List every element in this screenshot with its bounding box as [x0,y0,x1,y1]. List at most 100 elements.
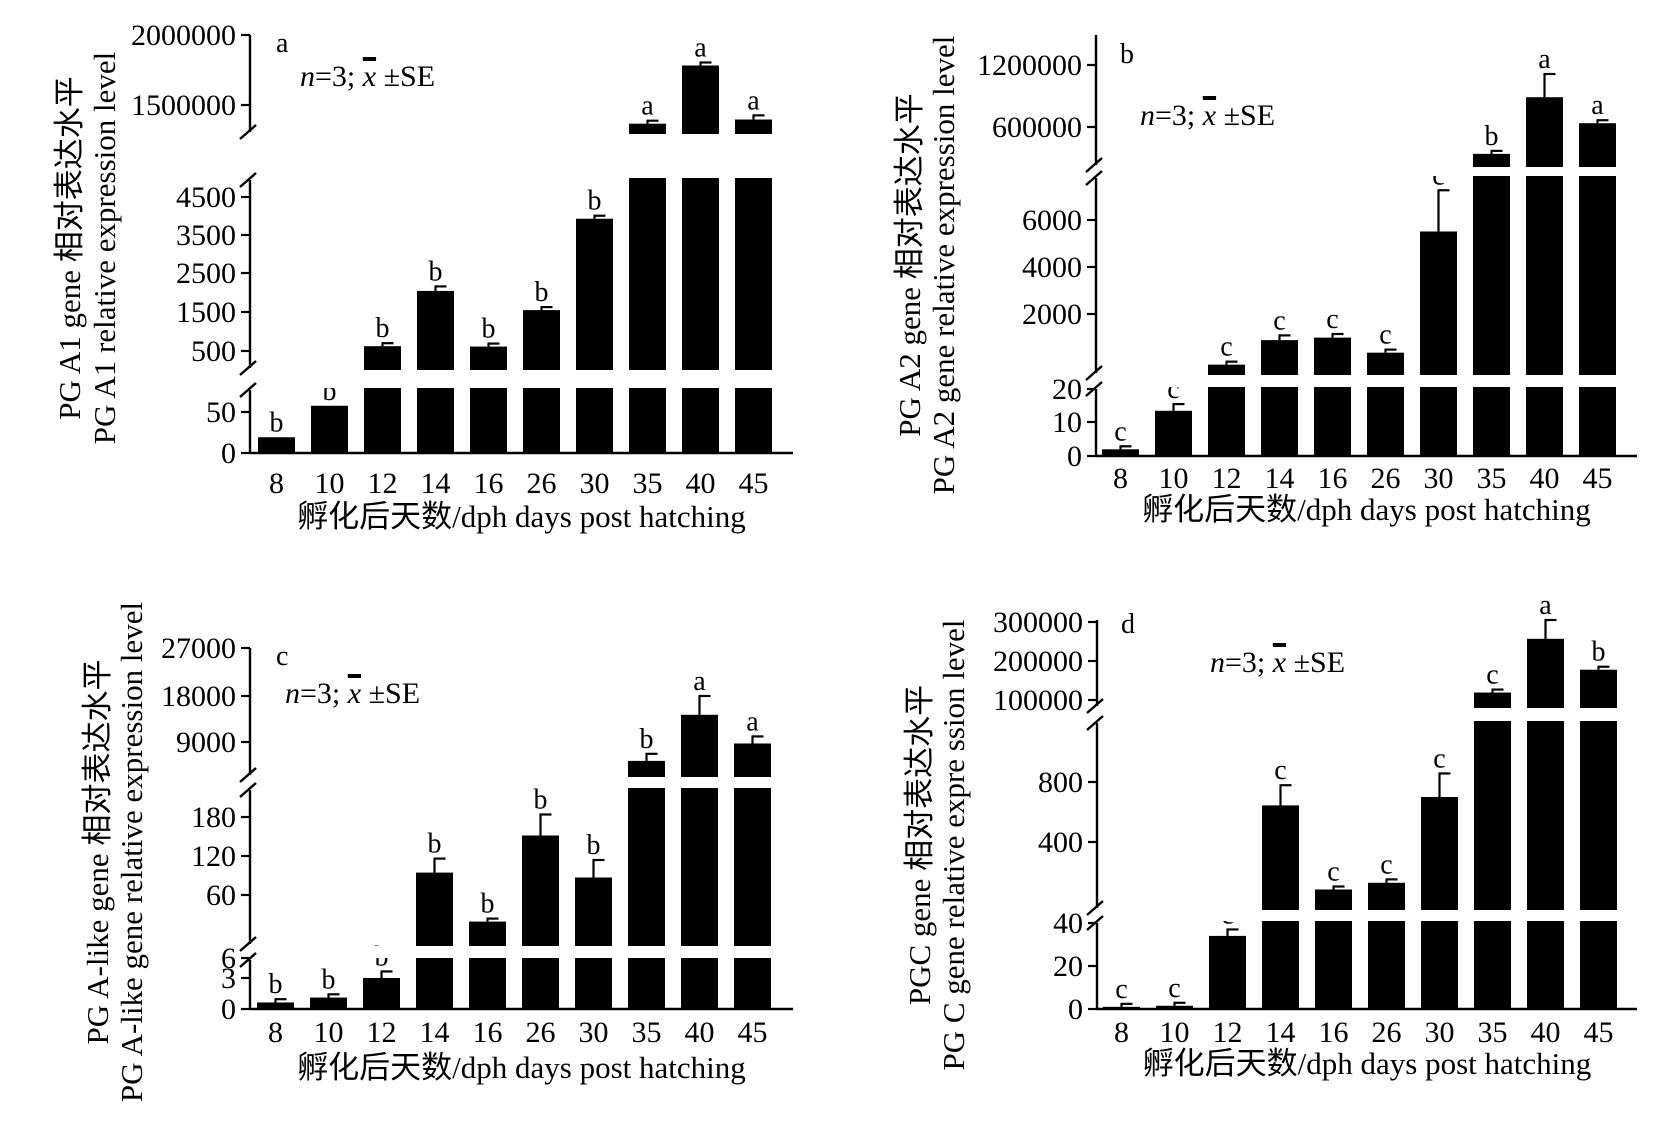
x-tick-label: 35 [633,467,663,500]
bar-group-35: b [1473,121,1510,456]
bar-group-10: c [1156,973,1193,1009]
axis-break-gap [1099,375,1640,387]
significance-letter: b [269,969,283,1000]
x-tick-label: 30 [580,467,610,500]
x-tick-label: 45 [1583,462,1613,495]
x-tick-label: 45 [1584,1016,1614,1049]
bar-8 [1102,449,1139,456]
x-axis-label: 孵化后天数/dph days post hatching [297,499,746,534]
x-tick-label: 30 [579,1016,609,1049]
significance-letter: a [694,32,707,63]
significance-letter: c [1326,304,1338,335]
y-tick-label: 3500 [176,219,236,252]
panel-letter: a [276,28,289,59]
bar-40 [1527,638,1564,1009]
axis-break-mark [239,782,257,798]
bar-14 [1262,805,1299,1009]
bar-group-12: c [1208,332,1245,456]
axis-break-mark [239,172,257,188]
y-tick-label: 100000 [993,684,1083,717]
significance-letter: a [747,85,760,116]
axis-break-mark [239,124,257,140]
bar-30 [1421,797,1458,1009]
bar-group-30: b [575,830,612,1009]
x-tick-label: 26 [1372,1016,1402,1049]
panel-letter: c [276,641,288,672]
bar-group-35: a [629,91,666,453]
x-tick-label: 16 [1318,462,1348,495]
y-tick-label: 1500 [176,296,236,329]
axis-break-mark [239,952,257,968]
y-tick-label: 40 [1053,907,1083,940]
bar-group-16: c [1315,857,1352,1009]
bar-group-8: c [1102,416,1139,456]
bar-group-12: c [1209,899,1246,1009]
x-tick-label: 14 [421,467,451,500]
bar-group-45: b [1580,637,1617,1009]
y-tick-label: 0 [1068,993,1083,1026]
axis-break-gap [1100,708,1640,721]
significance-letter: a [641,91,654,122]
x-tick-label: 30 [1424,462,1454,495]
bar-14 [416,872,453,1009]
y-axis-label-cn: PG A-like gene 相对表达水平 [80,660,115,1045]
y-tick-label: 2000 [1022,298,1082,331]
bar-group-40: a [1527,590,1564,1009]
y-axis-label-en: PG A-like gene relative expression level [114,602,149,1102]
significance-letter: c [1380,849,1392,880]
significance-letter: b [270,407,284,438]
x-tick-label: 10 [314,1016,344,1049]
bar-group-16: b [470,314,507,453]
x-tick-label: 8 [1114,1016,1129,1049]
bar-12 [364,346,401,453]
bar-group-16: b [469,889,506,1009]
y-tick-label: 0 [221,437,236,470]
x-tick-label: 14 [420,1016,450,1049]
bar-45 [1579,123,1616,456]
axis-break-mark [239,360,257,376]
y-axis-label-cn: PGC gene 相对表达水平 [902,685,937,1005]
bar-35 [629,123,666,453]
stat-note: n=3; x ±SE [1210,646,1345,679]
bar-26 [1368,882,1405,1009]
significance-letter: c [1433,743,1445,774]
bar-16 [1315,889,1352,1009]
axis-break-gap [1100,910,1640,921]
panel-letter: b [1120,39,1134,70]
y-tick-label: 6 [221,942,236,975]
y-tick-label: 9000 [176,726,236,759]
significance-letter: b [587,830,601,861]
x-axis-label: 孵化后天数/dph days post hatching [1143,1046,1592,1081]
x-tick-label: 16 [473,1016,503,1049]
x-tick-label: 10 [315,467,345,500]
bar-group-14: b [417,256,454,453]
bar-group-35: b [628,724,665,1009]
axis-break-mark [239,936,257,952]
significance-letter: b [482,314,496,345]
axis-break-mark [1085,365,1103,381]
bar-group-45: a [1579,90,1616,456]
significance-letter: b [1485,121,1499,152]
y-tick-label: 50 [206,396,236,429]
y-tick-label: 1500000 [131,89,236,122]
y-tick-label: 2500 [176,257,236,290]
bar-40 [681,714,718,1009]
bar-12 [1209,935,1246,1009]
bar-14 [1261,340,1298,456]
y-axis-label-cn: PG A2 gene 相对表达水平 [892,93,927,437]
bar-10 [310,997,347,1009]
y-tick-label: 20 [1053,950,1083,983]
axis-break-gap [253,370,796,388]
x-tick-label: 12 [1212,462,1242,495]
significance-letter: a [1539,590,1552,621]
y-tick-label: 18000 [161,680,236,713]
x-tick-label: 35 [1477,462,1507,495]
x-tick-label: 16 [1319,1016,1349,1049]
bar-group-26: c [1367,320,1404,456]
panel-c: b8b10b12b14b16b26b30b35a40a4503660120180… [80,602,796,1102]
y-tick-label: 180 [191,801,236,834]
significance-letter: b [1592,637,1606,668]
y-tick-label: 120 [191,840,236,873]
bar-group-10: c [1155,374,1192,456]
